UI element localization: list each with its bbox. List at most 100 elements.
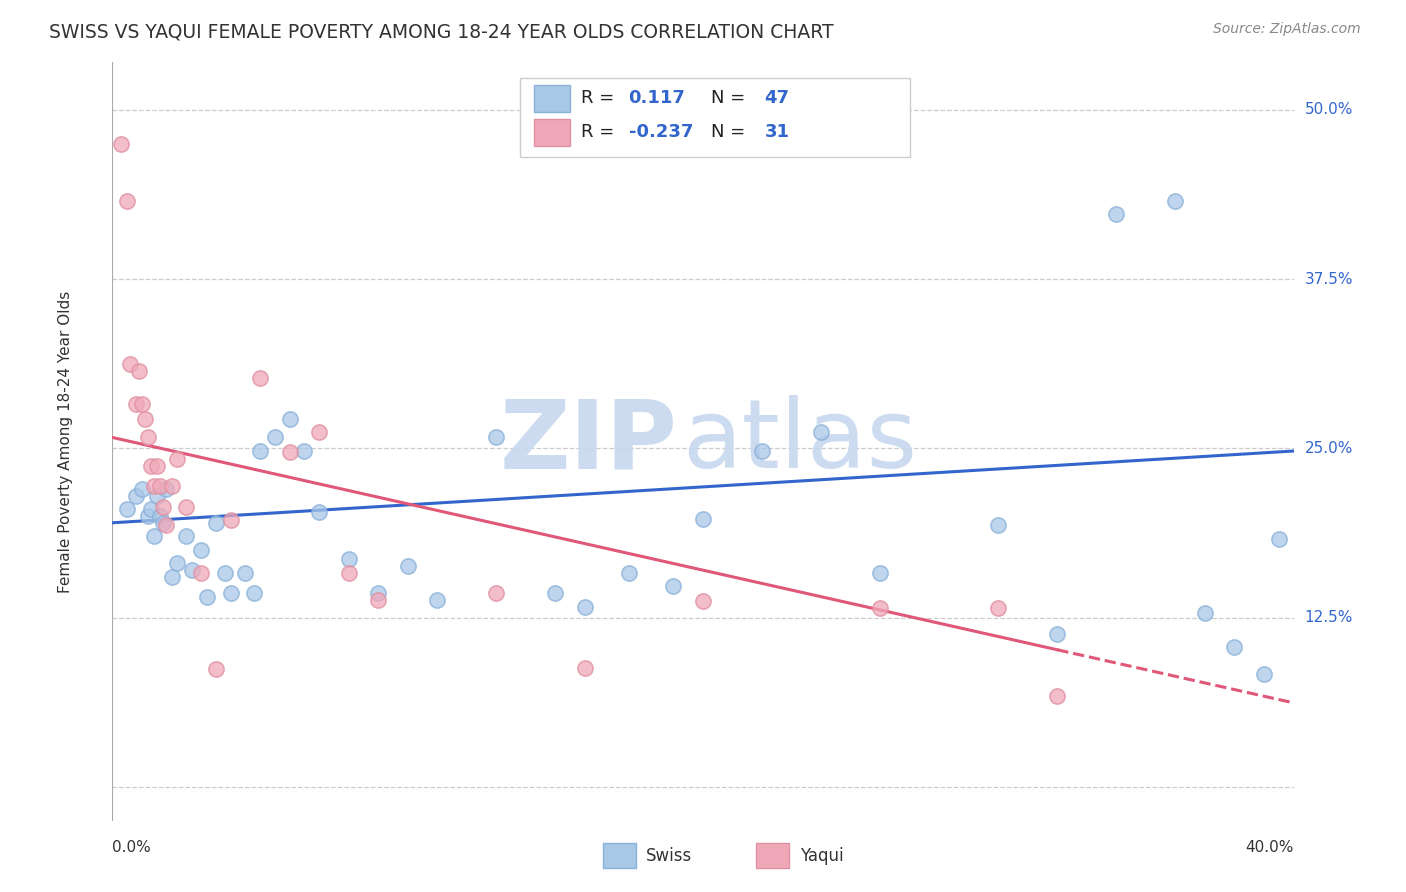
Point [249,444,271,458]
Point [485,430,508,444]
Point [367,593,389,607]
Point [1046,627,1069,641]
Text: 50.0%: 50.0% [1305,103,1353,118]
Point [190,566,212,580]
Point [155,518,177,533]
Text: R =: R = [581,89,620,107]
Text: Female Poverty Among 18-24 Year Olds: Female Poverty Among 18-24 Year Olds [58,291,73,592]
Point [574,599,596,614]
Text: 0.117: 0.117 [628,89,686,107]
FancyBboxPatch shape [534,120,569,145]
Point [205,516,228,530]
Point [160,479,183,493]
Point [751,444,773,458]
Point [155,482,177,496]
Text: -0.237: -0.237 [628,123,693,141]
Point [142,529,165,543]
Point [278,445,301,459]
Point [367,586,389,600]
Point [166,557,188,571]
Point [214,566,236,580]
FancyBboxPatch shape [520,78,910,157]
Point [426,593,449,607]
Point [120,357,142,371]
Point [308,425,330,439]
Point [574,660,596,674]
Point [662,579,685,593]
Point [181,563,204,577]
Point [692,594,714,608]
Point [278,411,301,425]
Point [110,136,132,151]
Point [1046,689,1069,703]
FancyBboxPatch shape [603,844,636,868]
Point [249,371,271,385]
Point [987,518,1010,533]
Point [619,566,641,580]
Point [136,430,159,444]
Point [149,479,172,493]
Text: SWISS VS YAQUI FEMALE POVERTY AMONG 18-24 YEAR OLDS CORRELATION CHART: SWISS VS YAQUI FEMALE POVERTY AMONG 18-2… [49,22,834,41]
Point [1194,607,1216,621]
Point [869,566,891,580]
Text: Source: ZipAtlas.com: Source: ZipAtlas.com [1213,22,1361,37]
Point [131,482,153,496]
Point [987,601,1010,615]
Point [810,425,832,439]
Point [292,444,315,458]
Point [219,513,242,527]
Point [146,489,169,503]
Point [136,508,159,523]
Point [190,542,212,557]
Point [117,194,138,208]
Point [219,586,242,600]
Text: Yaqui: Yaqui [800,847,844,864]
FancyBboxPatch shape [534,85,569,112]
Point [1164,194,1187,208]
Text: 12.5%: 12.5% [1305,610,1353,625]
Text: atlas: atlas [682,395,917,488]
Point [264,430,287,444]
Point [117,502,138,516]
FancyBboxPatch shape [756,844,789,868]
Point [243,586,266,600]
Text: N =: N = [711,123,751,141]
Point [485,586,508,600]
Point [174,529,197,543]
Point [337,552,360,566]
Text: R =: R = [581,123,620,141]
Point [869,601,891,615]
Text: 0.0%: 0.0% [112,839,152,855]
Point [152,516,174,530]
Point [128,364,150,378]
Point [233,566,256,580]
Point [131,397,153,411]
Point [1268,532,1291,546]
Text: 37.5%: 37.5% [1305,271,1353,286]
Text: 47: 47 [765,89,789,107]
Text: N =: N = [711,89,751,107]
Point [1253,667,1275,681]
Point [142,479,165,493]
Point [149,508,172,523]
Point [160,570,183,584]
Point [146,458,169,473]
Point [174,500,197,514]
Point [166,452,188,467]
Point [139,458,162,473]
Text: Swiss: Swiss [647,847,693,864]
Text: 31: 31 [765,123,789,141]
Point [152,500,174,514]
Point [205,662,228,676]
Point [308,505,330,519]
Point [1223,640,1246,655]
Point [1105,207,1128,221]
Point [337,566,360,580]
Point [692,512,714,526]
Point [134,411,156,425]
Text: 25.0%: 25.0% [1305,441,1353,456]
Text: ZIP: ZIP [499,395,678,488]
Point [195,591,218,605]
Point [544,586,567,600]
Text: 40.0%: 40.0% [1246,839,1294,855]
